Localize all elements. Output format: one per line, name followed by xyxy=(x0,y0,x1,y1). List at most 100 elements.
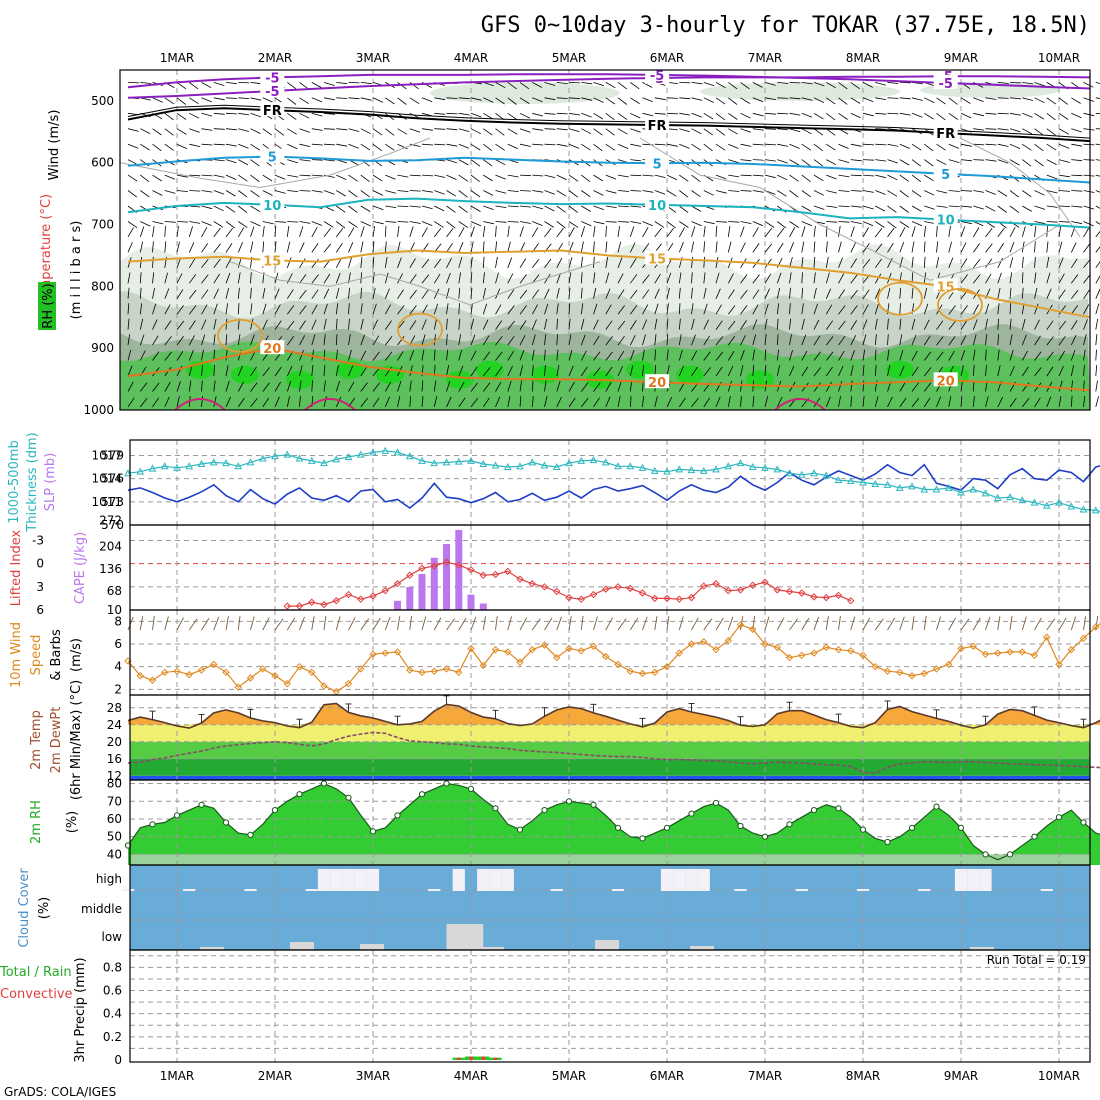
wind-barb xyxy=(764,221,775,228)
wind-barb xyxy=(188,274,197,284)
wind-barb xyxy=(335,380,340,392)
wind-barb xyxy=(495,190,507,194)
thickness-marker xyxy=(1079,505,1088,513)
wind-barb xyxy=(519,82,530,90)
contour-label: 10 xyxy=(263,199,281,214)
wind-barb xyxy=(348,97,360,100)
wind-barb xyxy=(470,241,474,253)
wind-barb xyxy=(764,143,777,146)
wind-speed-marker xyxy=(920,669,928,678)
wind-barb xyxy=(250,143,261,151)
cloud-low-patch xyxy=(200,947,224,950)
wind-barb-10m xyxy=(470,616,477,631)
wind-barb xyxy=(458,128,470,132)
wind-barb xyxy=(862,258,871,269)
wind-barb xyxy=(532,128,544,131)
wind-barb xyxy=(862,143,875,146)
contour-label: 5 xyxy=(941,168,950,183)
wind-barb xyxy=(948,396,952,407)
wind-barb xyxy=(776,396,783,408)
wind-barb xyxy=(470,350,477,361)
wind-barb xyxy=(850,97,861,104)
thickness-marker xyxy=(1030,498,1039,506)
wind-barb xyxy=(703,112,714,120)
wind-barb xyxy=(593,128,603,136)
wind-barb xyxy=(1046,97,1057,105)
wind-barb xyxy=(691,256,694,268)
wind-speed-marker xyxy=(442,665,451,673)
wind-barb-10m xyxy=(568,616,572,631)
wind-barb xyxy=(507,365,513,377)
y-tick-right: 136 xyxy=(99,562,122,576)
wind-barb xyxy=(385,128,395,136)
wind-barb xyxy=(152,221,164,225)
wind-barb xyxy=(446,112,458,115)
wind-barb xyxy=(323,190,335,195)
wind-barb xyxy=(495,304,502,315)
wind-barb xyxy=(923,351,932,361)
cape-bar xyxy=(479,603,487,610)
wind-barb xyxy=(581,112,592,118)
wind-barb xyxy=(678,303,681,315)
wind-barb xyxy=(985,97,997,100)
wind-barb xyxy=(630,82,640,90)
wind-barb xyxy=(960,205,972,208)
axis-label-lifted-index: Lifted Index xyxy=(9,529,24,606)
wind-barb xyxy=(887,365,891,377)
rh-marker xyxy=(663,824,671,831)
wind-barb xyxy=(164,97,175,105)
wind-barb xyxy=(238,82,250,84)
thickness-marker xyxy=(577,456,586,464)
wind-barb xyxy=(911,318,916,330)
y-tick-left: 573 xyxy=(101,495,124,509)
wind-barb xyxy=(544,82,556,86)
wind-barb xyxy=(630,159,642,162)
wind-barb xyxy=(1009,241,1015,253)
wind-barb xyxy=(348,227,355,238)
wind-barb xyxy=(826,82,836,89)
wind-barb xyxy=(409,365,413,377)
rh-marker xyxy=(982,851,989,858)
wind-barb-10m xyxy=(360,618,370,631)
wind-barb xyxy=(752,243,760,253)
wind-barb xyxy=(924,159,934,167)
wind-barb xyxy=(433,227,442,238)
wind-barb-10m xyxy=(482,616,486,631)
wind-barb xyxy=(972,274,981,284)
wind-barb xyxy=(1095,349,1097,361)
run-total: Run Total = 0.19 xyxy=(987,953,1086,967)
wind-barb xyxy=(237,227,245,238)
wind-barb xyxy=(409,205,421,208)
wind-barb xyxy=(225,257,232,268)
wind-barb xyxy=(972,364,975,377)
wind-barb xyxy=(446,159,458,164)
wind-barb xyxy=(384,241,387,253)
cape-bar xyxy=(406,587,414,610)
wind-barb xyxy=(127,242,133,253)
wind-barb xyxy=(985,190,996,195)
wind-barb xyxy=(911,112,923,118)
wind-barb xyxy=(862,205,874,210)
thickness-marker xyxy=(160,462,169,470)
wind-barb xyxy=(556,287,560,299)
wind-barb xyxy=(1034,97,1045,104)
wind-barb xyxy=(838,396,841,407)
wind-barb xyxy=(838,241,842,253)
wind-barb xyxy=(556,303,559,315)
date-label-top: 1MAR xyxy=(160,51,195,65)
wind-barb xyxy=(433,349,436,361)
wind-barb xyxy=(642,97,653,103)
wind-barb xyxy=(629,274,638,284)
wind-barb xyxy=(568,174,579,182)
wind-barb xyxy=(127,128,139,132)
wind-barb xyxy=(348,242,354,253)
wind-barb xyxy=(213,243,221,253)
wind-barb xyxy=(1046,256,1050,268)
y-tick-left: 20 xyxy=(107,735,122,749)
thickness-marker xyxy=(1006,493,1014,501)
wind-barb xyxy=(899,381,906,392)
wind-barb xyxy=(960,395,963,407)
wind-barb xyxy=(568,318,571,330)
wind-barb xyxy=(960,305,968,315)
wind-barb xyxy=(813,382,821,392)
